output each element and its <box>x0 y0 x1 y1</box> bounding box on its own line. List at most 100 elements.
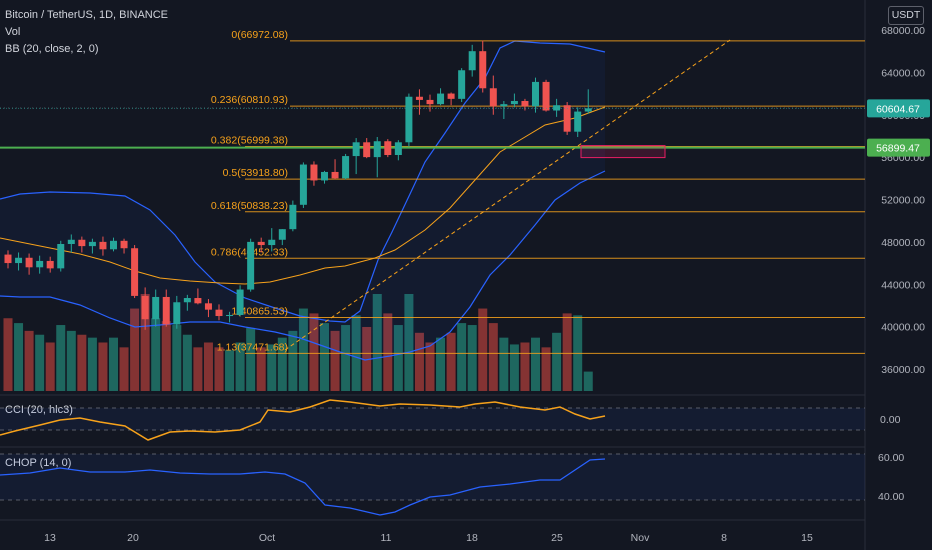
volume-bar <box>56 325 66 391</box>
candle-body <box>479 51 487 89</box>
chop-60-label: 60.00 <box>878 452 904 464</box>
volume-bar <box>109 337 118 391</box>
support-price-tag <box>867 138 930 157</box>
symbol-title[interactable]: Bitcoin / TetherUS, 1D, BINANCE <box>5 9 169 21</box>
candle-body <box>215 309 223 317</box>
volume-bar <box>24 330 34 391</box>
candle-body <box>88 241 96 247</box>
volume-bar <box>531 337 540 391</box>
candle-body <box>15 257 23 264</box>
highlight-rectangle <box>580 145 666 159</box>
candle-body <box>584 108 592 112</box>
volume-bar <box>446 332 456 391</box>
vol-indicator-label[interactable]: Vol <box>5 26 21 38</box>
candle-body <box>331 171 339 179</box>
chop-indicator-label[interactable]: CHOP (14, 0) <box>5 457 72 469</box>
volume-bar <box>436 337 446 391</box>
candle-body <box>4 254 12 264</box>
volume-bar <box>193 347 203 391</box>
candle-body <box>46 260 54 269</box>
candle-body <box>299 164 307 205</box>
volume-bar <box>235 342 245 391</box>
currency-selector[interactable]: USDT <box>888 6 924 25</box>
volume-bar <box>425 342 435 391</box>
current-price-label: 60604.67 <box>876 103 920 115</box>
bollinger-upper-band <box>0 40 606 323</box>
price-tick-label: 48000.00 <box>881 237 925 249</box>
price-tick-label: 40000.00 <box>881 322 925 334</box>
time-tick-label: Nov <box>631 532 650 544</box>
candle-body <box>489 88 497 107</box>
volume-bar <box>45 342 55 391</box>
volume-bar <box>182 334 192 391</box>
fib-level-label: 0.236(60810.93) <box>211 94 288 106</box>
candle-body <box>257 241 265 246</box>
volume-bar <box>509 344 519 391</box>
volume-bar <box>214 347 224 391</box>
candle-body <box>194 298 202 304</box>
candle-body <box>321 171 328 181</box>
candle-body <box>458 70 466 99</box>
support-price-label: 56899.47 <box>876 143 920 155</box>
current-price-tag <box>867 99 930 118</box>
candle-body <box>426 99 434 105</box>
volume-bar <box>151 318 161 391</box>
volume-bar <box>478 308 488 391</box>
candle-body <box>394 142 402 156</box>
bb-indicator-label[interactable]: BB (20, close, 2, 0) <box>5 43 99 55</box>
time-tick-label: 11 <box>381 532 392 544</box>
fib-level-label: 0.618(50838.23) <box>211 200 288 212</box>
volume-bar <box>341 325 351 391</box>
volume-bar <box>372 294 382 391</box>
volume-bar <box>66 330 76 391</box>
chop-band <box>0 454 865 500</box>
candle-body <box>500 104 508 107</box>
candle-body <box>352 142 360 157</box>
candle-body <box>574 111 582 132</box>
candle-body <box>99 241 107 250</box>
volume-bar <box>77 334 87 391</box>
time-tick-label: 20 <box>127 532 139 544</box>
volume-bar <box>172 325 182 391</box>
candle-body <box>553 105 561 111</box>
candle-body <box>415 96 423 100</box>
time-tick-label: 18 <box>466 532 478 544</box>
candle-body <box>204 303 212 310</box>
volume-bar <box>520 342 530 391</box>
candle-body <box>162 296 170 325</box>
cci-zero-label: 0.00 <box>880 414 901 426</box>
volume-bar <box>330 330 340 391</box>
candle-body <box>437 93 445 105</box>
candle-body <box>384 141 392 156</box>
volume-bar <box>488 323 498 391</box>
candle-body <box>532 81 539 107</box>
volume-bar <box>119 347 129 391</box>
candle-body <box>521 100 529 107</box>
fib-level-label: 0(66972.08) <box>231 29 288 41</box>
volume-bar <box>298 308 308 391</box>
volume-bar <box>320 323 329 391</box>
candle-body <box>226 314 234 317</box>
chop-line <box>0 458 606 516</box>
volume-bar <box>393 325 403 391</box>
candle-body <box>120 240 128 249</box>
volume-bar <box>404 294 414 391</box>
volume-bar <box>499 337 509 391</box>
candle-body <box>542 81 550 111</box>
candle-body <box>310 164 318 181</box>
candle-body <box>78 239 86 247</box>
candle-body <box>141 295 149 320</box>
candle-body <box>131 248 139 296</box>
candle-body <box>152 296 160 320</box>
fib-level-label: 0.382(56999.38) <box>211 135 288 147</box>
candle-body <box>67 239 75 244</box>
volume-bar <box>87 337 97 391</box>
candle-body <box>563 105 571 132</box>
candle-body <box>25 257 33 268</box>
candle-body <box>510 100 518 105</box>
price-tick-label: 52000.00 <box>881 195 925 207</box>
candle-body <box>373 141 381 158</box>
volume-bar <box>98 342 108 391</box>
cci-indicator-label[interactable]: CCI (20, hlc3) <box>5 404 73 416</box>
